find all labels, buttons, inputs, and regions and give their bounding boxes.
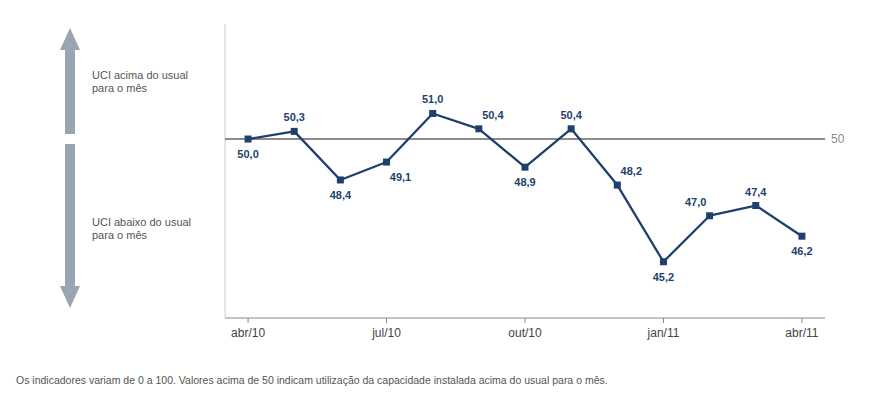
label-above: UCI acima do usualpara o mês bbox=[92, 69, 188, 94]
series-line bbox=[248, 113, 802, 261]
label-below-line: para o mês bbox=[92, 229, 148, 241]
data-label: 45,2 bbox=[653, 271, 674, 283]
x-tick bbox=[663, 318, 664, 323]
marker bbox=[475, 125, 482, 132]
chart: abr/10 jul/10 out/10 jan/11 abr/11 50 50,0 50,3… bbox=[0, 0, 872, 398]
x-tick-label: jul/10 bbox=[371, 326, 401, 340]
marker bbox=[798, 233, 805, 240]
data-label: 47,4 bbox=[745, 186, 767, 198]
data-label: 50,0 bbox=[237, 148, 258, 160]
data-label: 50,4 bbox=[560, 109, 582, 121]
marker bbox=[752, 202, 759, 209]
x-tick-label: abr/11 bbox=[785, 326, 818, 340]
footer-note: Os indicadores variam de 0 a 100. Valore… bbox=[16, 374, 608, 386]
data-label: 48,2 bbox=[621, 165, 642, 177]
label-below-line: UCI abaixo do usual bbox=[92, 216, 191, 228]
y-axis-line bbox=[225, 24, 226, 318]
x-tick bbox=[801, 318, 802, 323]
x-tick-label: jan/11 bbox=[647, 326, 680, 340]
label-above-line: para o mês bbox=[92, 82, 148, 94]
reference-label: 50 bbox=[831, 132, 845, 146]
marker bbox=[522, 164, 529, 171]
marker bbox=[429, 110, 436, 117]
data-label: 48,9 bbox=[514, 176, 535, 188]
x-tick bbox=[248, 318, 249, 323]
arrow-down bbox=[60, 144, 80, 308]
x-tick bbox=[525, 318, 526, 323]
data-label: 49,1 bbox=[390, 171, 411, 183]
marker bbox=[614, 182, 621, 189]
reference-line bbox=[225, 138, 825, 140]
data-label: 47,0 bbox=[685, 196, 706, 208]
data-label: 46,2 bbox=[791, 245, 812, 257]
x-tick-label: out/10 bbox=[508, 326, 542, 340]
arrow-up bbox=[60, 28, 80, 134]
marker bbox=[383, 159, 390, 166]
marker bbox=[706, 212, 713, 219]
x-tick-label: abr/10 bbox=[231, 326, 265, 340]
data-label: 51,0 bbox=[422, 93, 443, 105]
marker bbox=[660, 258, 667, 265]
x-tick bbox=[386, 318, 387, 323]
data-label: 48,4 bbox=[330, 189, 352, 201]
label-below: UCI abaixo do usualpara o mês bbox=[92, 216, 191, 241]
marker bbox=[337, 176, 344, 183]
marker bbox=[291, 128, 298, 135]
marker bbox=[568, 125, 575, 132]
marker bbox=[245, 136, 252, 143]
data-label: 50,4 bbox=[482, 109, 504, 121]
data-label: 50,3 bbox=[284, 111, 305, 123]
label-above-line: UCI acima do usual bbox=[92, 69, 188, 81]
plot-area bbox=[225, 110, 825, 265]
